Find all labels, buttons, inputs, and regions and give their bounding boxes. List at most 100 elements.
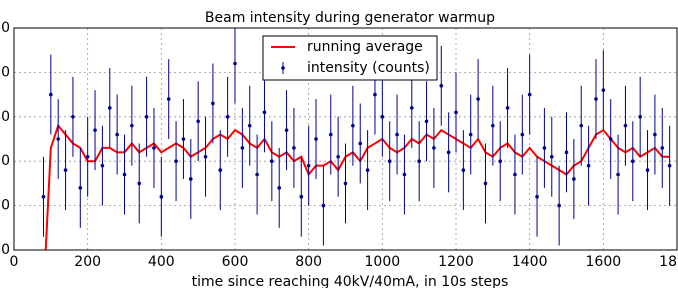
data-point (645, 168, 650, 172)
error-point (49, 54, 53, 135)
data-point (601, 88, 606, 92)
error-point (122, 134, 127, 215)
error-point (439, 45, 444, 126)
data-point (277, 186, 282, 190)
error-point (638, 76, 642, 157)
error-point (542, 107, 547, 188)
error-point (660, 107, 665, 188)
data-point (218, 168, 223, 172)
error-point (387, 121, 392, 202)
data-point (152, 146, 156, 150)
error-point (454, 72, 458, 153)
data-point (373, 92, 377, 97)
y-tick-label: 50 (0, 64, 10, 80)
error-point (306, 125, 311, 206)
error-point (579, 85, 584, 166)
x-tick-label: 600 (222, 254, 249, 270)
error-point (549, 116, 554, 197)
error-point (417, 121, 421, 202)
data-point (284, 128, 289, 132)
data-point (189, 177, 193, 181)
data-point (476, 97, 480, 101)
error-point (653, 94, 657, 175)
error-point (623, 85, 628, 166)
data-point (255, 172, 259, 177)
data-point (299, 194, 304, 199)
error-point (137, 143, 142, 224)
data-point (535, 194, 539, 199)
x-tick-label: 400 (148, 254, 175, 270)
data-point (358, 141, 363, 146)
data-point (85, 154, 90, 159)
error-point (218, 130, 223, 211)
error-point (424, 81, 429, 162)
error-point (189, 139, 193, 219)
error-point (71, 76, 75, 157)
error-point (483, 143, 488, 224)
data-point (483, 181, 488, 186)
error-point (594, 59, 598, 139)
error-point (351, 85, 355, 166)
error-point (166, 59, 171, 139)
error-point (211, 63, 215, 144)
error-point (631, 121, 635, 202)
legend-label: running average (307, 39, 423, 55)
data-point (144, 115, 149, 119)
y-tick-label: 40 (0, 109, 10, 125)
data-point (446, 150, 451, 155)
data-point (586, 163, 591, 168)
y-tick-label: 30 (0, 153, 10, 169)
data-point (56, 137, 60, 141)
data-point (78, 186, 83, 190)
data-point (631, 159, 635, 163)
data-point (71, 115, 75, 119)
error-point (270, 121, 274, 202)
error-point (476, 59, 480, 139)
error-point (491, 85, 495, 166)
data-point (115, 132, 119, 137)
error-point (535, 156, 539, 237)
legend-label: intensity (counts) (307, 60, 430, 76)
data-point (380, 115, 385, 119)
x-tick-label: 1800 (659, 254, 678, 270)
data-point (181, 137, 186, 141)
error-point (586, 125, 591, 206)
data-point (130, 123, 134, 128)
data-point (328, 132, 333, 137)
data-point (122, 172, 127, 177)
error-point (203, 116, 208, 197)
data-point (351, 123, 355, 128)
error-point (520, 94, 525, 175)
data-point (498, 159, 503, 163)
error-point (380, 76, 385, 157)
data-point (594, 97, 598, 101)
data-point (314, 137, 318, 141)
x-axis-label: time since reaching 40kV/40mA, in 10s st… (192, 274, 509, 288)
error-point (645, 130, 650, 211)
data-point (579, 123, 584, 128)
data-point (49, 92, 53, 97)
x-tick-label: 1600 (586, 254, 622, 270)
error-point (292, 107, 296, 188)
error-point (63, 130, 68, 211)
error-point (395, 94, 399, 175)
data-point (41, 194, 46, 199)
error-point (85, 116, 90, 197)
data-point (527, 92, 532, 97)
y-tick-label: 20 (0, 198, 10, 214)
error-point (100, 125, 105, 206)
data-point (638, 115, 642, 119)
data-point (549, 154, 554, 159)
error-point (196, 81, 200, 162)
error-point (572, 139, 576, 219)
data-point (660, 146, 665, 150)
data-point (107, 106, 112, 110)
plot-frame (13, 27, 678, 251)
data-point (461, 168, 466, 172)
data-point (365, 168, 370, 172)
data-point (174, 159, 178, 163)
data-point (395, 132, 399, 137)
error-point (432, 107, 436, 188)
data-point (270, 159, 274, 163)
